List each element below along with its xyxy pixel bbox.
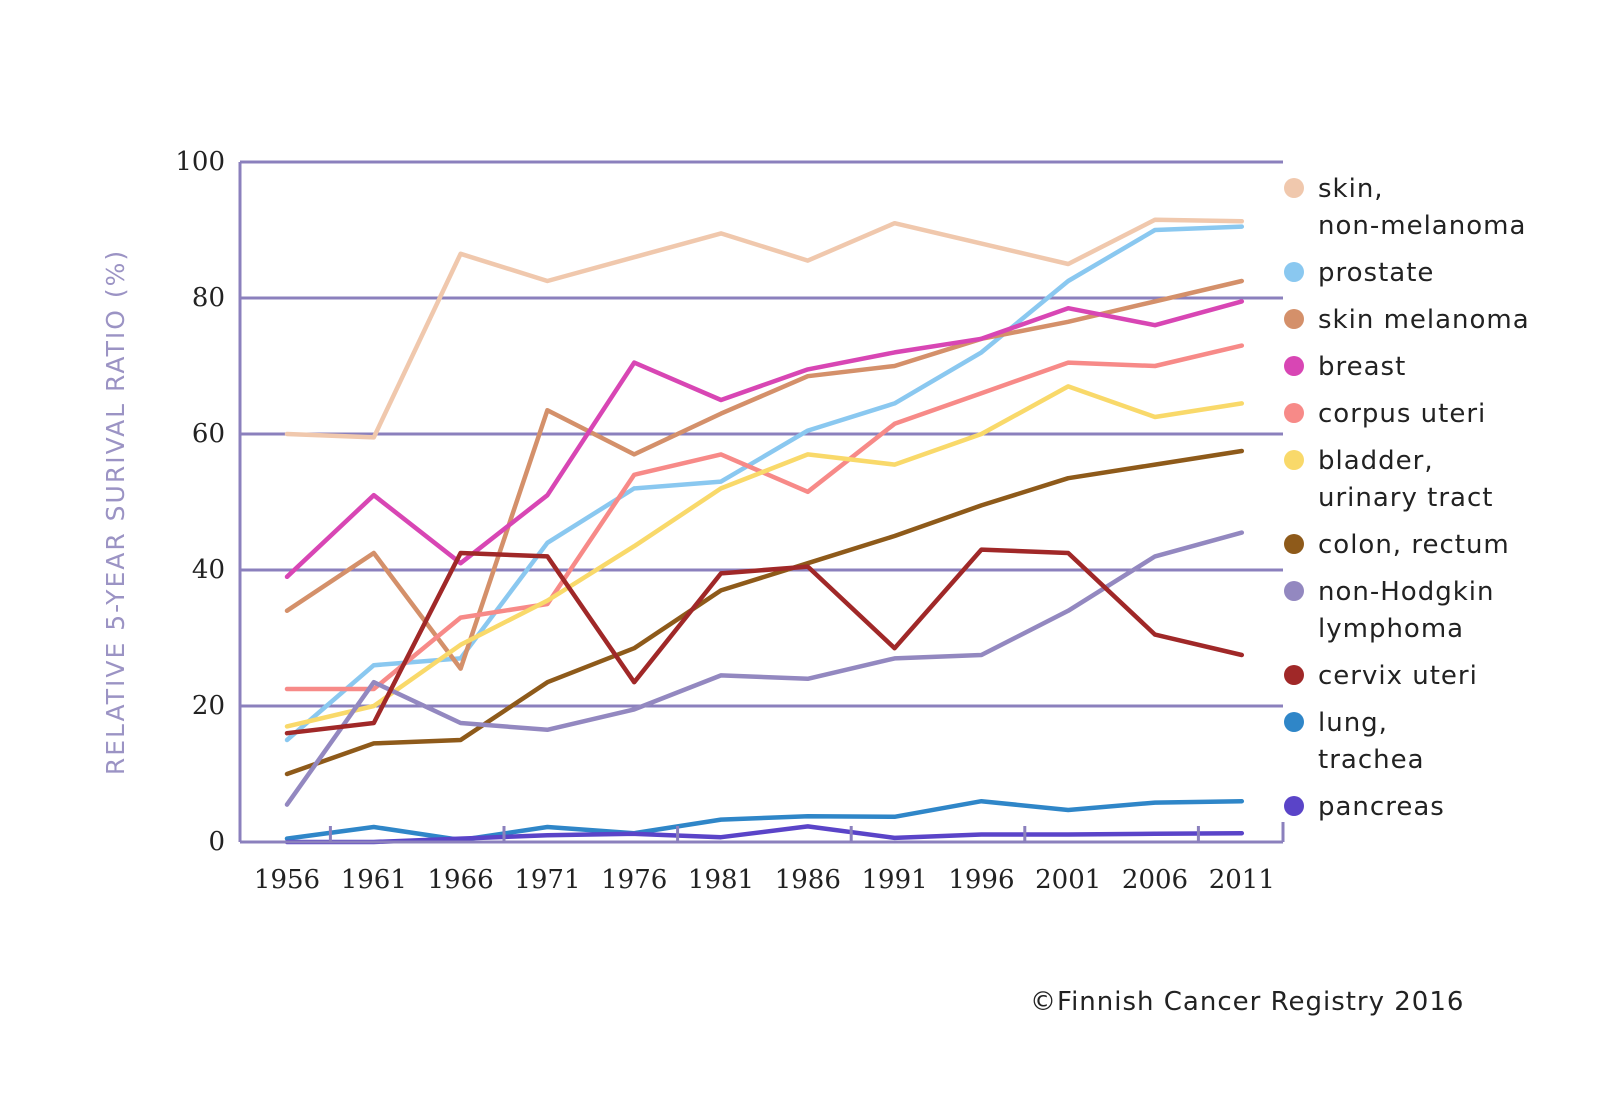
series-line-bladder-urinary-tract — [284, 384, 1245, 729]
legend-label: bladder, — [1318, 446, 1434, 476]
x-tick-label: 2001 — [1035, 865, 1101, 895]
legend-marker — [1284, 712, 1304, 732]
legend-marker — [1284, 534, 1304, 554]
series-line-skin-melanoma — [284, 278, 1245, 671]
legend-label: lymphoma — [1318, 614, 1464, 644]
legend-item: pancreas — [1284, 792, 1445, 822]
x-tick-label: 1961 — [341, 865, 407, 895]
x-tick-label: 1976 — [601, 865, 667, 895]
legend-label: prostate — [1318, 258, 1434, 288]
legend-label: corpus uteri — [1318, 399, 1486, 429]
legend-item: bladder, urinary tract — [1284, 446, 1493, 513]
x-tick-label: 2006 — [1122, 865, 1188, 895]
legend-label: urinary tract — [1318, 483, 1493, 513]
copyright-credit: ©Finnish Cancer Registry 2016 — [1030, 987, 1464, 1017]
x-tick-label: 1956 — [254, 865, 320, 895]
legend-label: lung, — [1318, 708, 1388, 738]
legend-item: skin melanoma — [1284, 305, 1530, 335]
series-line-colon-rectum — [284, 448, 1245, 777]
y-tick-label: 80 — [192, 283, 225, 313]
series-line-prostate — [284, 224, 1245, 743]
legend-item: cervix uteri — [1284, 661, 1478, 691]
y-axis-ticks: 0 20 40 60 80 100 — [175, 147, 225, 857]
legend-marker — [1284, 450, 1304, 470]
legend-label: non-melanoma — [1318, 211, 1526, 241]
legend-item: lung, trachea — [1284, 708, 1425, 775]
legend-label: cervix uteri — [1318, 661, 1478, 691]
legend-marker — [1284, 665, 1304, 685]
y-tick-label: 40 — [192, 555, 225, 585]
series-line-non-hodgkin-lymphoma — [284, 530, 1245, 807]
legend-item: breast — [1284, 352, 1406, 382]
x-axis-ticks: 1956 1961 1966 1971 1976 1981 1986 1991 1996 2001… — [254, 865, 1275, 895]
x-tick-label: 1966 — [428, 865, 494, 895]
y-tick-label: 0 — [208, 827, 225, 857]
x-tick-label: 1991 — [862, 865, 928, 895]
x-tick-label: 1971 — [514, 865, 580, 895]
legend-item: colon, rectum — [1284, 530, 1510, 560]
x-tick-label: 2011 — [1209, 865, 1275, 895]
legend-marker — [1284, 356, 1304, 376]
y-tick-label: 20 — [192, 691, 225, 721]
legend-item: non-Hodgkin lymphoma — [1284, 577, 1494, 644]
legend-marker — [1284, 262, 1304, 282]
legend-label: breast — [1318, 352, 1406, 382]
legend-item: skin, non-melanoma — [1284, 174, 1526, 241]
legend-label: colon, rectum — [1318, 530, 1510, 560]
x-tick-label: 1996 — [948, 865, 1014, 895]
legend-label: pancreas — [1318, 792, 1445, 822]
gridlines — [240, 160, 1283, 708]
legend-marker — [1284, 178, 1304, 198]
y-tick-label: 60 — [192, 419, 225, 449]
series-line-skin-non-melanoma — [284, 217, 1245, 440]
legend-marker — [1284, 403, 1304, 423]
legend-marker — [1284, 796, 1304, 816]
y-axis-label: RELATIVE 5-YEAR SURIVAL RATIO (%) — [101, 249, 130, 775]
legend: skin, non-melanoma prostate skin melanoma br… — [1284, 174, 1530, 822]
legend-item: corpus uteri — [1284, 399, 1486, 429]
legend-label: trachea — [1318, 745, 1425, 775]
x-tick-label: 1986 — [775, 865, 841, 895]
legend-label: skin, — [1318, 174, 1384, 204]
series-line-breast — [284, 299, 1245, 580]
legend-item: prostate — [1284, 258, 1434, 288]
legend-marker — [1284, 309, 1304, 329]
legend-marker — [1284, 581, 1304, 601]
series-line-pancreas — [284, 824, 1245, 845]
x-tick-label: 1981 — [688, 865, 754, 895]
series-line-cervix-uteri — [284, 547, 1245, 736]
legend-label: non-Hodgkin — [1318, 577, 1494, 607]
legend-label: skin melanoma — [1318, 305, 1530, 335]
plot-frame — [238, 162, 1285, 844]
y-tick-label: 100 — [175, 147, 225, 177]
series-lines — [284, 217, 1245, 845]
